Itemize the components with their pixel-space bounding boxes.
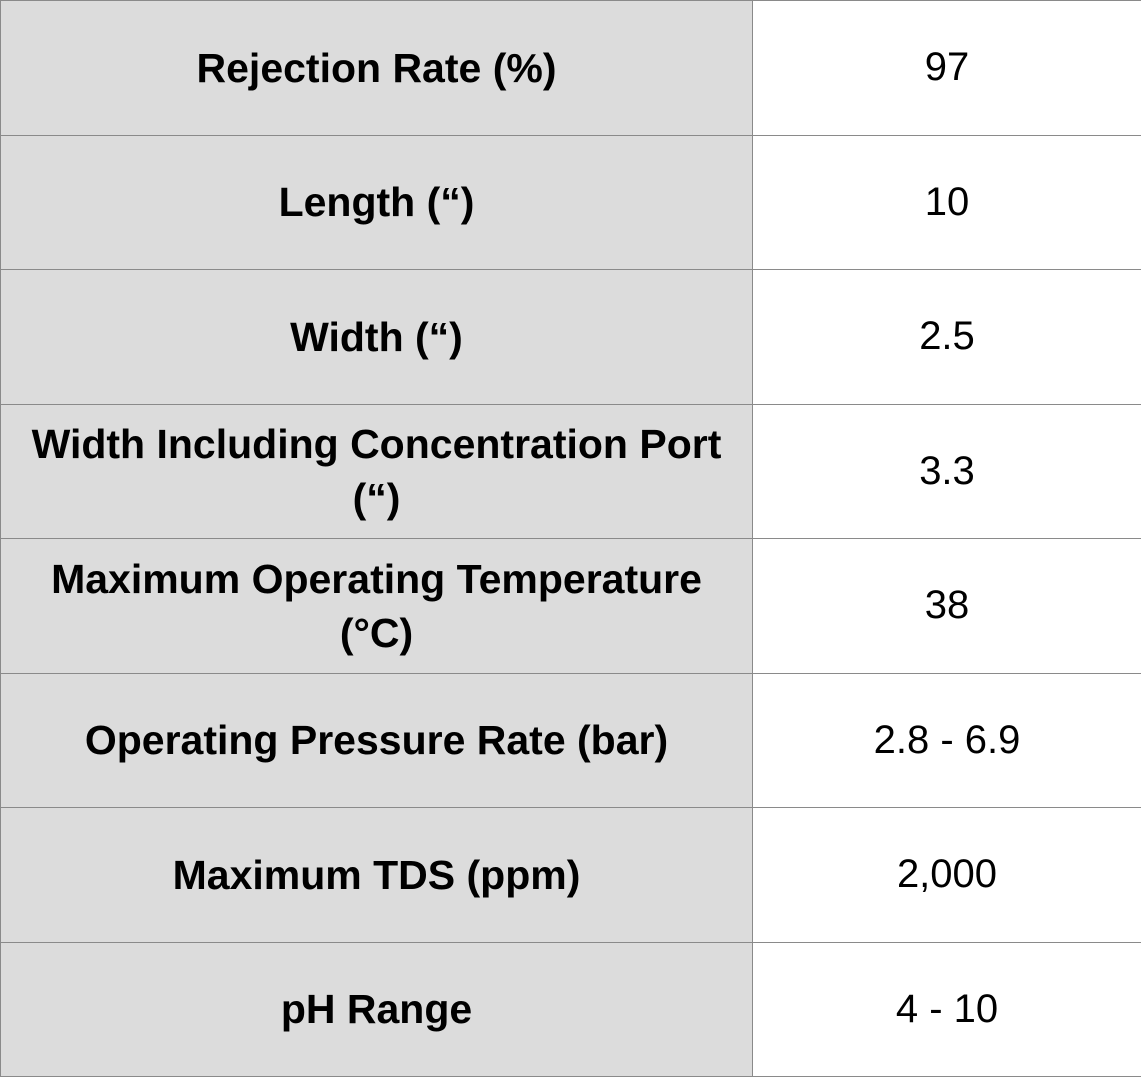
spec-label-max-tds: Maximum TDS (ppm) bbox=[0, 807, 753, 943]
spec-value-max-operating-temperature: 38 bbox=[752, 538, 1141, 674]
table-row: Maximum TDS (ppm) 2,000 bbox=[0, 807, 1141, 943]
table-row: pH Range 4 - 10 bbox=[0, 941, 1141, 1077]
spec-label-rejection-rate: Rejection Rate (%) bbox=[0, 0, 753, 136]
spec-value-operating-pressure-rate: 2.8 - 6.9 bbox=[752, 672, 1141, 808]
spec-value-rejection-rate: 97 bbox=[752, 0, 1141, 136]
table-row: Maximum Operating Temperature (°C) 38 bbox=[0, 538, 1141, 674]
spec-label-width-including-port: Width Including Concentration Port (“) bbox=[0, 403, 753, 539]
spec-value-width: 2.5 bbox=[752, 269, 1141, 405]
spec-label-max-operating-temperature: Maximum Operating Temperature (°C) bbox=[0, 538, 753, 674]
table-row: Width (“) 2.5 bbox=[0, 269, 1141, 405]
spec-label-length: Length (“) bbox=[0, 134, 753, 270]
spec-label-operating-pressure-rate: Operating Pressure Rate (bar) bbox=[0, 672, 753, 808]
table-row: Length (“) 10 bbox=[0, 134, 1141, 270]
spec-label-width: Width (“) bbox=[0, 269, 753, 405]
table-row: Width Including Concentration Port (“) 3… bbox=[0, 403, 1141, 539]
spec-value-ph-range: 4 - 10 bbox=[752, 941, 1141, 1077]
spec-label-ph-range: pH Range bbox=[0, 941, 753, 1077]
spec-value-max-tds: 2,000 bbox=[752, 807, 1141, 943]
table-row: Operating Pressure Rate (bar) 2.8 - 6.9 bbox=[0, 672, 1141, 808]
spec-value-width-including-port: 3.3 bbox=[752, 403, 1141, 539]
table-row: Rejection Rate (%) 97 bbox=[0, 0, 1141, 136]
spec-value-length: 10 bbox=[752, 134, 1141, 270]
